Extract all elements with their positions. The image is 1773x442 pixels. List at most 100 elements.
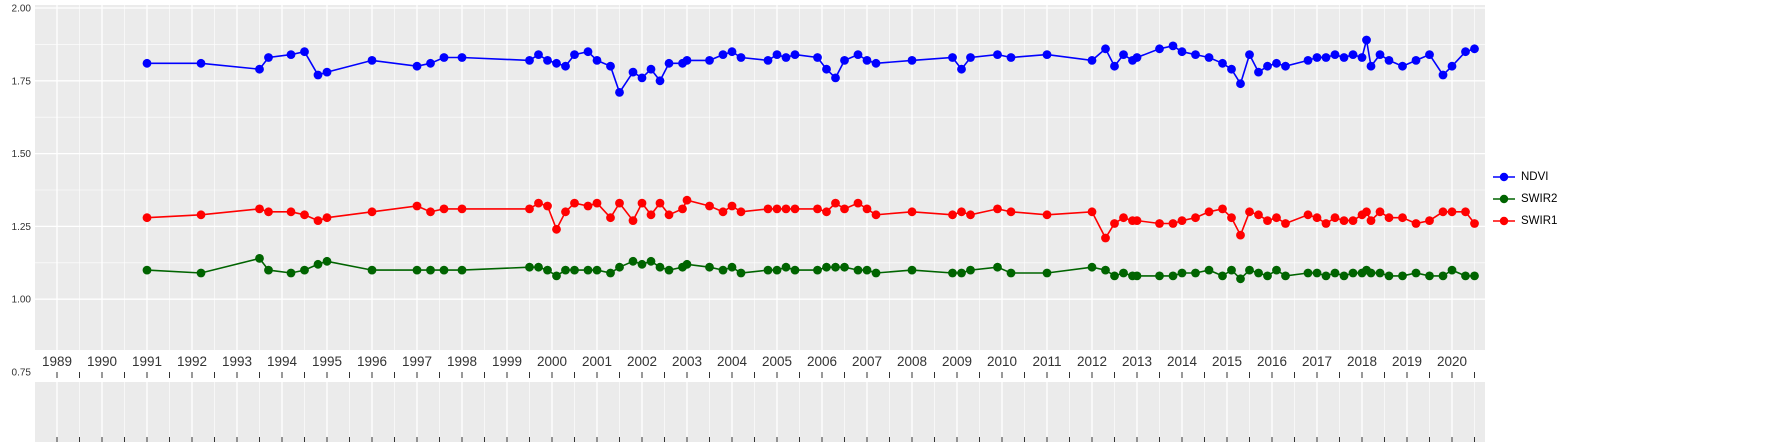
ndvi-point[interactable] [907, 56, 917, 65]
swir1-point[interactable] [1425, 216, 1434, 226]
ndvi-point[interactable] [822, 64, 831, 74]
ndvi-point[interactable] [831, 73, 840, 83]
ndvi-point[interactable] [367, 56, 377, 65]
ndvi-point[interactable] [718, 50, 728, 59]
ndvi-point[interactable] [682, 56, 692, 65]
ndvi-point[interactable] [606, 61, 615, 71]
swir2-point[interactable] [1438, 271, 1448, 281]
swir2-point[interactable] [948, 268, 957, 278]
ndvi-point[interactable] [1330, 50, 1340, 59]
swir1-point[interactable] [439, 204, 449, 214]
ndvi-point[interactable] [534, 50, 543, 59]
ndvi-point[interactable] [1425, 50, 1434, 59]
swir1-point[interactable] [1281, 219, 1290, 228]
swir2-point[interactable] [525, 262, 534, 272]
ndvi-point[interactable] [1101, 44, 1110, 54]
ndvi-point[interactable] [142, 58, 152, 68]
swir2-point[interactable] [664, 265, 674, 275]
ndvi-point[interactable] [1348, 50, 1358, 59]
swir2-point[interactable] [862, 265, 872, 275]
swir2-point[interactable] [1218, 271, 1227, 281]
swir1-point[interactable] [1218, 204, 1227, 214]
swir1-point[interactable] [606, 213, 615, 223]
swir1-point[interactable] [1411, 219, 1421, 228]
swir2-point[interactable] [300, 265, 309, 275]
swir2-point[interactable] [705, 262, 714, 272]
ndvi-point[interactable] [781, 53, 791, 62]
swir1-point[interactable] [678, 204, 687, 214]
swir2-point[interactable] [255, 254, 264, 263]
swir2-point[interactable] [1470, 271, 1479, 281]
swir1-point[interactable] [772, 204, 782, 214]
ndvi-point[interactable] [1447, 61, 1457, 71]
swir2-point[interactable] [1204, 265, 1214, 275]
swir1-point[interactable] [1447, 207, 1457, 217]
swir1-point[interactable] [426, 207, 435, 217]
swir1-point[interactable] [727, 201, 737, 211]
swir1-point[interactable] [1438, 207, 1448, 217]
ndvi-point[interactable] [1263, 61, 1272, 71]
ndvi-point[interactable] [853, 50, 863, 59]
swir2-point[interactable] [313, 259, 323, 269]
ndvi-point[interactable] [1168, 41, 1178, 51]
ndvi-point[interactable] [1272, 58, 1281, 68]
swir2-point[interactable] [1042, 268, 1052, 278]
swir2-point[interactable] [1006, 268, 1016, 278]
swir2-point[interactable] [682, 259, 692, 269]
swir1-point[interactable] [1461, 207, 1470, 217]
swir1-point[interactable] [1263, 216, 1272, 226]
swir2-point[interactable] [1312, 268, 1322, 278]
swir1-point[interactable] [1272, 213, 1281, 223]
swir1-point[interactable] [1006, 207, 1016, 217]
ndvi-point[interactable] [457, 53, 467, 62]
swir1-point[interactable] [552, 224, 561, 234]
swir1-point[interactable] [286, 207, 296, 217]
swir2-point[interactable] [1375, 268, 1385, 278]
swir1-point[interactable] [1366, 216, 1376, 226]
legend-item-swir1[interactable]: SWIR1 [1492, 212, 1557, 229]
swir1-point[interactable] [813, 204, 822, 214]
swir2-point[interactable] [1348, 268, 1358, 278]
swir1-point[interactable] [255, 204, 264, 214]
swir2-point[interactable] [1236, 274, 1245, 284]
swir2-point[interactable] [907, 265, 917, 275]
swir2-point[interactable] [543, 265, 552, 275]
swir1-point[interactable] [1339, 216, 1349, 226]
swir1-point[interactable] [718, 207, 728, 217]
swir1-point[interactable] [862, 204, 872, 214]
swir2-point[interactable] [1339, 271, 1349, 281]
swir2-point[interactable] [718, 265, 728, 275]
swir2-point[interactable] [840, 262, 849, 272]
swir1-point[interactable] [615, 198, 624, 208]
swir1-point[interactable] [1110, 219, 1119, 228]
swir1-point[interactable] [1470, 219, 1479, 228]
swir2-point[interactable] [853, 265, 863, 275]
swir2-point[interactable] [646, 256, 656, 266]
swir2-point[interactable] [772, 265, 782, 275]
swir1-point[interactable] [1132, 216, 1142, 226]
swir1-point[interactable] [1087, 207, 1097, 217]
swir2-point[interactable] [1447, 265, 1457, 275]
ndvi-point[interactable] [1006, 53, 1016, 62]
swir2-point[interactable] [736, 268, 746, 278]
swir1-point[interactable] [763, 204, 773, 214]
ndvi-point[interactable] [1411, 56, 1421, 65]
swir2-point[interactable] [457, 265, 467, 275]
swir1-point[interactable] [543, 201, 552, 211]
swir1-point[interactable] [705, 201, 714, 211]
ndvi-point[interactable] [196, 58, 206, 68]
swir2-point[interactable] [1110, 271, 1119, 281]
swir1-point[interactable] [1254, 210, 1263, 220]
ndvi-point[interactable] [871, 58, 881, 68]
swir2-point[interactable] [1177, 268, 1187, 278]
swir2-point[interactable] [615, 262, 624, 272]
swir2-point[interactable] [1366, 268, 1376, 278]
ndvi-point[interactable] [1384, 56, 1394, 65]
swir1-point[interactable] [1236, 230, 1245, 240]
swir2-point[interactable] [1101, 265, 1110, 275]
swir2-point[interactable] [1461, 271, 1470, 281]
ndvi-point[interactable] [552, 58, 561, 68]
swir2-point[interactable] [1245, 265, 1254, 275]
ndvi-point[interactable] [1362, 35, 1371, 45]
swir2-point[interactable] [637, 259, 647, 269]
